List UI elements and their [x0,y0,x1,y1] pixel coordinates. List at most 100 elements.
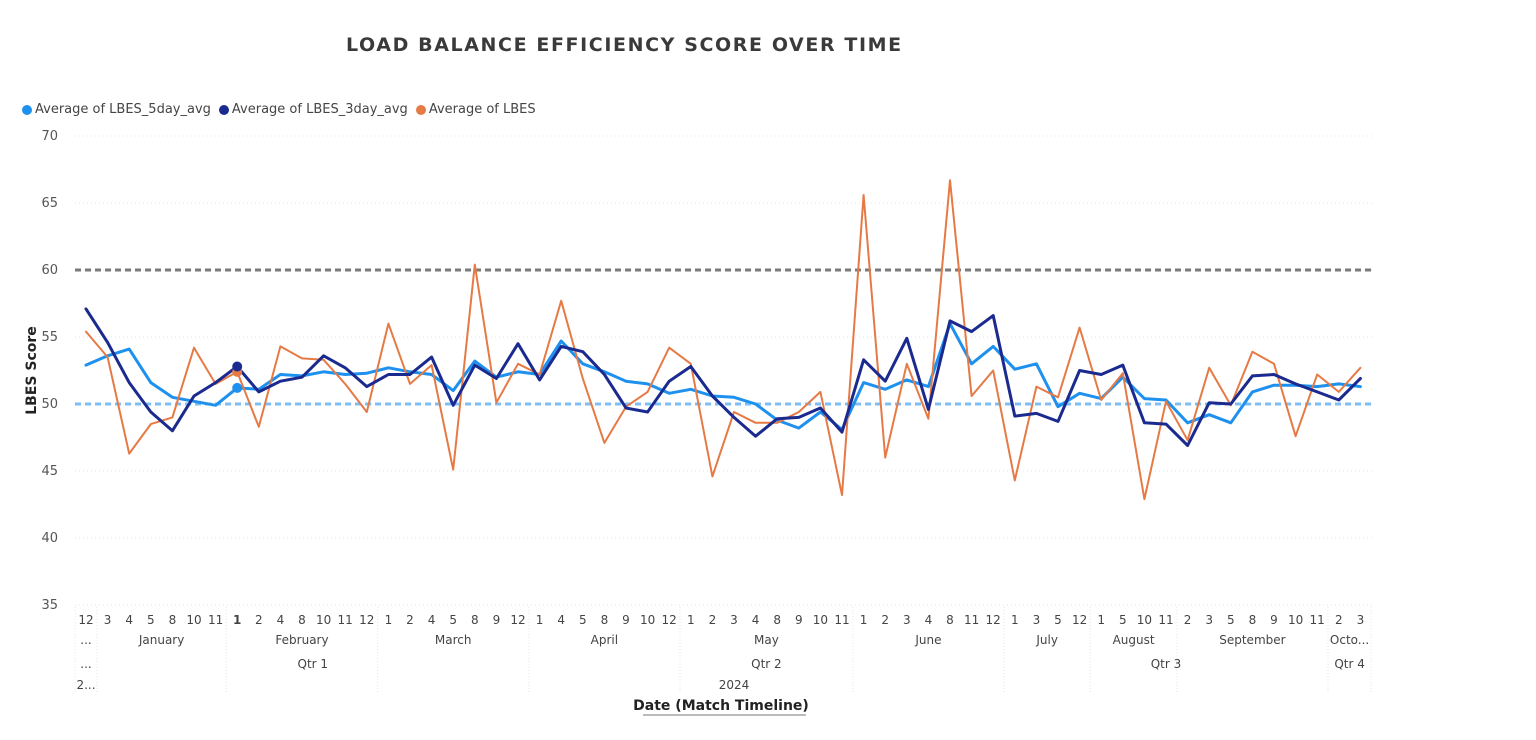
month-label: July [1035,633,1058,647]
x-tick-label: 10 [640,613,655,627]
month-label: April [591,633,618,647]
x-tick-label: 8 [773,613,781,627]
x-tick-label: 10 [1288,613,1303,627]
x-tick-label: 8 [471,613,479,627]
month-label: September [1219,633,1285,647]
x-tick-label: 1 [1097,613,1105,627]
month-label: March [435,633,472,647]
x-tick-label: 12 [986,613,1001,627]
data-point-marker-0 [232,382,243,393]
year-label: 2024 [719,678,750,692]
month-label: May [754,633,779,647]
x-tick-label: 5 [579,613,587,627]
year-label: 2... [76,678,95,692]
y-tick-label-35: 35 [41,598,58,613]
x-tick-label: 1 [536,613,544,627]
x-tick-label: 1 [687,613,695,627]
legend-label-5day-avg: Average of LBES_5day_avg [35,102,211,117]
x-tick-label: 3 [1033,613,1041,627]
x-tick-label: 8 [298,613,306,627]
x-tick-label: 10 [316,613,331,627]
x-tick-label: 12 [662,613,677,627]
x-tick-label: 11 [834,613,849,627]
month-label: June [914,633,941,647]
legend-marker-lbes [415,104,426,115]
x-tick-label: 1 [860,613,868,627]
x-tick-label: 8 [946,613,954,627]
y-axis-title: LBES Score [24,326,40,415]
x-tick-label: 1 [385,613,393,627]
x-tick-label: 9 [1270,613,1278,627]
x-tick-label: 12 [510,613,525,627]
x-tick-label: 4 [752,613,760,627]
x-tick-label: 9 [622,613,630,627]
chart-title: LOAD BALANCE EFFICIENCY SCORE OVER TIME [346,34,903,56]
x-tick-label: 11 [1310,613,1325,627]
x-tick-label: 3 [1357,613,1365,627]
quarter-label: Qtr 3 [1151,657,1182,671]
legend-item-lbes[interactable]: Average of LBES [415,102,536,117]
month-label: August [1113,633,1155,647]
x-tick-label: 4 [428,613,436,627]
x-tick-label: 5 [147,613,155,627]
legend-marker-3day-avg [218,104,229,115]
y-tick-label-45: 45 [41,464,58,479]
series-line-2 [85,179,1362,501]
series-line-0 [84,322,1362,431]
y-tick-label-60: 60 [41,263,58,278]
y-tick-label-65: 65 [41,196,58,211]
month-label: ... [80,633,91,647]
x-tick-label: 10 [1137,613,1152,627]
x-tick-label: 4 [557,613,565,627]
x-tick-label: 4 [277,613,285,627]
x-tick-label: 2 [1184,613,1192,627]
x-tick-label: 11 [964,613,979,627]
x-tick-label: 1 [1011,613,1019,627]
x-tick-label: 9 [795,613,803,627]
month-label: January [138,633,185,647]
month-label: February [275,633,328,647]
y-tick-label-50: 50 [41,397,58,412]
x-tick-label: 3 [903,613,911,627]
x-tick-label: 12 [1072,613,1087,627]
x-tick-label: 12 [78,613,93,627]
series-line-1 [84,307,1362,447]
quarter-label: Qtr 1 [298,657,329,671]
x-tick-label: 2 [881,613,889,627]
legend: Average of LBES_5day_avg Average of LBES… [22,102,536,117]
y-tick-label-40: 40 [41,531,58,546]
x-tick-label: 2 [1335,613,1343,627]
x-tick-label: 5 [1054,613,1062,627]
legend-label-3day-avg: Average of LBES_3day_avg [231,102,408,117]
x-tick-label: 1 [233,613,241,627]
x-tick-label: 10 [186,613,201,627]
y-tick-label-70: 70 [41,129,58,144]
x-tick-label: 8 [601,613,609,627]
x-tick-label: 3 [730,613,738,627]
quarter-label: ... [80,657,91,671]
month-label: Octo... [1330,633,1369,647]
x-tick-label: 3 [104,613,112,627]
x-tick-label: 11 [208,613,223,627]
x-tick-label: 5 [1119,613,1127,627]
x-tick-label: 11 [1158,613,1173,627]
x-tick-label: 10 [813,613,828,627]
x-tick-label: 11 [338,613,353,627]
legend-item-5day-avg[interactable]: Average of LBES_5day_avg [22,102,211,117]
x-tick-label: 2 [255,613,263,627]
x-tick-label: 8 [1249,613,1257,627]
x-axis-title: Date (Match Timeline) [633,698,809,714]
x-tick-label: 2 [406,613,414,627]
legend-item-3day-avg[interactable]: Average of LBES_3day_avg [218,102,408,117]
quarter-label: Qtr 4 [1334,657,1365,671]
legend-marker-5day-avg [22,104,32,115]
x-tick-label: 9 [493,613,501,627]
x-tick-label: 4 [125,613,133,627]
x-tick-label: 4 [925,613,933,627]
x-tick-label: 3 [1205,613,1213,627]
x-tick-label: 5 [449,613,457,627]
data-point-marker-1 [232,361,243,372]
x-tick-label: 2 [709,613,717,627]
y-tick-label-55: 55 [41,330,58,345]
